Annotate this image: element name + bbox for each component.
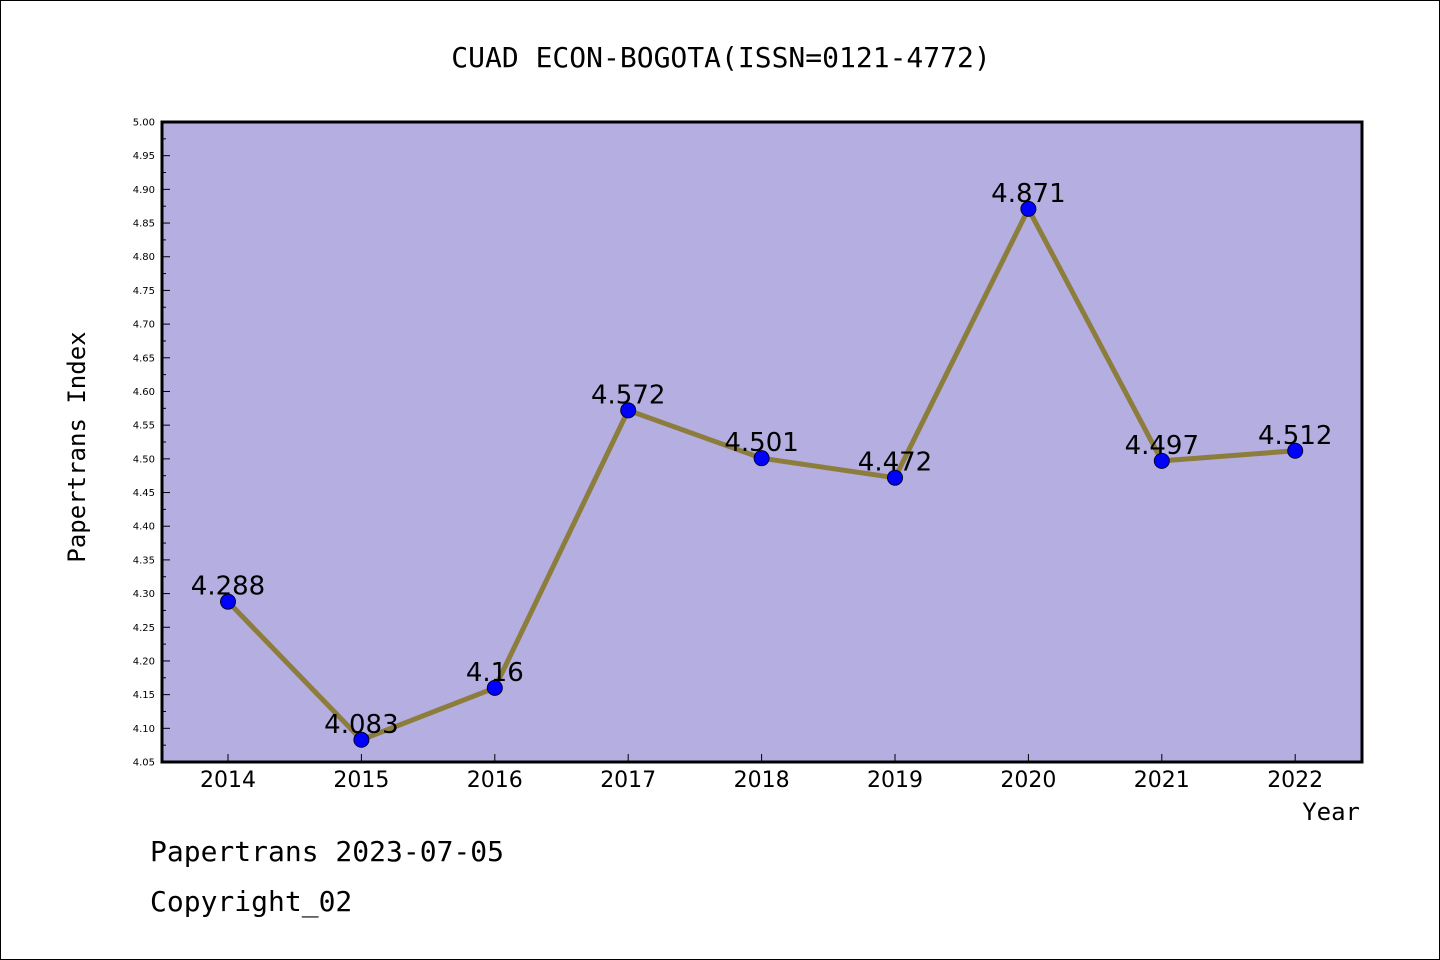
x-tick-label: 2018 [734,768,790,793]
x-axis-label: Year [1302,798,1360,826]
data-label: 4.572 [591,380,665,410]
chart-title: CUAD ECON-BOGOTA(ISSN=0121-4772) [451,41,990,74]
plot-area [162,122,1362,762]
data-label: 4.472 [858,448,932,478]
x-tick-label: 2015 [333,768,389,793]
y-axis: 4.05 4.10 4.15 4.20 4.25 4.30 4.35 4.40 4.45 4.50… [133,118,170,769]
data-point [620,402,637,419]
y-tick-label: 4.15 [133,690,155,701]
y-tick-label: 4.55 [133,421,155,432]
data-label: 4.16 [466,658,524,688]
x-tick-label: 2014 [200,768,256,793]
y-tick-label: 4.50 [133,454,155,465]
data-label-layer: 4.288 4.083 4.16 4.572 4.501 4.472 4.871 4.497 4… [191,179,1333,740]
data-point [887,469,903,486]
data-label: 4.512 [1258,421,1332,451]
y-tick-label: 4.65 [133,353,155,364]
data-point [353,731,370,748]
data-point [1287,442,1304,459]
y-tick-label: 4.85 [133,219,155,230]
data-label: 4.871 [991,179,1065,209]
x-axis: 2014 2015 2016 2017 2018 2019 2020 2021 2022 [200,754,1323,793]
footer-date-text: Papertrans 2023-07-05 [150,835,505,868]
y-tick-label: 4.05 [133,758,155,769]
y-tick-label: 4.80 [133,252,155,263]
data-point [486,679,503,696]
y-tick-label: 4.40 [133,522,155,533]
y-tick-label: 4.20 [133,656,155,667]
x-tick-label: 2017 [600,768,656,793]
data-point [220,593,236,610]
y-tick-label: 4.10 [133,724,155,735]
y-tick-label: 4.60 [133,387,155,398]
y-tick-label: 4.90 [133,185,155,196]
plot-frame [160,120,1364,764]
x-tick-label: 2021 [1134,768,1190,793]
y-tick-label: 5.00 [133,118,155,129]
data-point [1153,452,1170,469]
y-tick-label: 4.95 [133,151,155,162]
data-label: 4.497 [1125,431,1199,461]
y-tick-label: 4.30 [133,589,155,600]
x-tick-label: 2022 [1267,768,1323,793]
x-tick-label: 2020 [1000,768,1056,793]
y-tick-label: 4.35 [133,555,155,566]
marker-layer [220,200,1304,748]
data-point [1020,200,1037,217]
y-tick-label: 4.45 [133,488,155,499]
data-label: 4.501 [724,428,798,458]
data-label: 4.288 [191,572,265,602]
y-tick-label: 4.70 [133,320,155,331]
y-tick-label: 4.75 [133,286,155,297]
y-tick-label: 4.25 [133,623,155,634]
x-tick-label: 2016 [467,768,523,793]
data-point [753,450,770,467]
y-axis-label: Papertrans Index [63,331,91,562]
x-tick-label: 2019 [867,768,923,793]
data-label: 4.083 [324,710,398,740]
footer-copyright-text: Copyright_02 [150,885,353,918]
